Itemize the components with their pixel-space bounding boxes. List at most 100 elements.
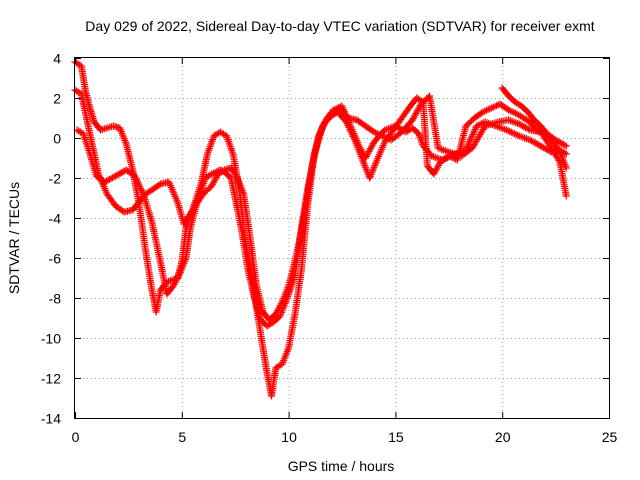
data-point: [524, 125, 532, 133]
data-point: [175, 272, 183, 280]
x-tick-label: 10: [281, 429, 297, 445]
data-point: [365, 148, 373, 156]
data-point: [226, 173, 234, 181]
data-point: [514, 131, 522, 139]
chart-title: Day 029 of 2022, Sidereal Day-to-day VTE…: [85, 18, 594, 34]
x-tick-label: 25: [602, 429, 618, 445]
data-point: [113, 171, 121, 179]
data-point: [534, 140, 542, 148]
data-point: [414, 106, 422, 114]
y-tick-label: -12: [41, 371, 61, 387]
data-point: [506, 107, 514, 115]
data-point: [413, 108, 421, 116]
data-point: [219, 167, 227, 175]
data-point: [507, 128, 515, 136]
y-tick-label: 4: [53, 51, 61, 67]
data-point: [107, 175, 115, 183]
x-tick-label: 0: [72, 429, 80, 445]
grid: [75, 58, 609, 418]
data-point: [411, 111, 419, 119]
data-point: [466, 136, 474, 144]
x-tick-label: 20: [495, 429, 511, 445]
y-tick-label: -10: [41, 331, 61, 347]
data-points: [71, 58, 570, 400]
data-point: [372, 129, 380, 137]
data-point: [410, 113, 418, 121]
y-axis-label: SDTVAR / TECUs: [6, 182, 22, 294]
data-point: [363, 151, 371, 159]
data-point: [368, 141, 376, 149]
data-point: [445, 152, 453, 160]
data-point: [523, 124, 531, 132]
data-point: [104, 176, 112, 184]
data-point: [508, 108, 516, 116]
data-point: [482, 106, 490, 114]
data-point: [520, 123, 528, 131]
data-point: [416, 132, 424, 140]
data-point: [465, 139, 473, 147]
data-point: [527, 137, 535, 145]
data-point: [474, 121, 482, 129]
y-tick-label: -6: [49, 251, 62, 267]
data-point: [537, 142, 545, 150]
data-point: [112, 172, 120, 180]
data-point: [509, 129, 517, 137]
data-point: [489, 103, 497, 111]
data-point: [470, 129, 478, 137]
y-tick-label: 2: [53, 91, 61, 107]
data-point: [466, 137, 474, 145]
data-point: [277, 300, 285, 308]
data-point: [119, 168, 127, 176]
data-point: [488, 104, 496, 112]
data-point: [538, 143, 546, 151]
data-point: [116, 169, 124, 177]
data-point: [559, 140, 567, 148]
data-point: [510, 130, 518, 138]
data-point: [102, 177, 110, 185]
x-tick-label: 5: [178, 429, 186, 445]
data-point: [521, 123, 529, 131]
data-point: [473, 122, 481, 130]
data-point: [418, 97, 426, 105]
data-point: [412, 110, 420, 118]
data-point: [364, 149, 372, 157]
data-point: [518, 122, 526, 130]
data-point: [484, 106, 492, 114]
data-point: [379, 132, 387, 140]
data-point: [535, 141, 543, 149]
data-point: [515, 120, 523, 128]
data-point: [506, 128, 514, 135]
data-point: [464, 141, 472, 149]
data-point: [541, 145, 549, 153]
x-tick-label: 15: [388, 429, 404, 445]
series-track-4: [498, 84, 570, 172]
data-point: [471, 125, 479, 133]
data-point: [562, 192, 570, 200]
data-point: [505, 106, 513, 114]
data-point: [155, 181, 163, 189]
data-point: [562, 164, 570, 172]
data-point: [115, 170, 123, 178]
data-point: [370, 128, 378, 136]
data-point: [415, 130, 423, 138]
data-point: [118, 169, 126, 177]
data-point: [517, 121, 525, 129]
data-point: [526, 136, 534, 144]
data-point: [479, 108, 487, 116]
x-axis-label: GPS time / hours: [288, 458, 395, 474]
data-point: [558, 139, 566, 147]
data-point: [510, 108, 518, 116]
data-point: [375, 130, 383, 138]
data-point: [447, 153, 455, 161]
data-point: [101, 178, 109, 186]
data-point: [366, 146, 374, 154]
data-point: [415, 103, 423, 111]
data-point: [540, 144, 548, 152]
data-point: [414, 105, 422, 113]
y-tick-label: 0: [53, 131, 61, 147]
data-point: [512, 131, 520, 138]
data-point: [367, 144, 375, 152]
data-point: [105, 175, 113, 183]
